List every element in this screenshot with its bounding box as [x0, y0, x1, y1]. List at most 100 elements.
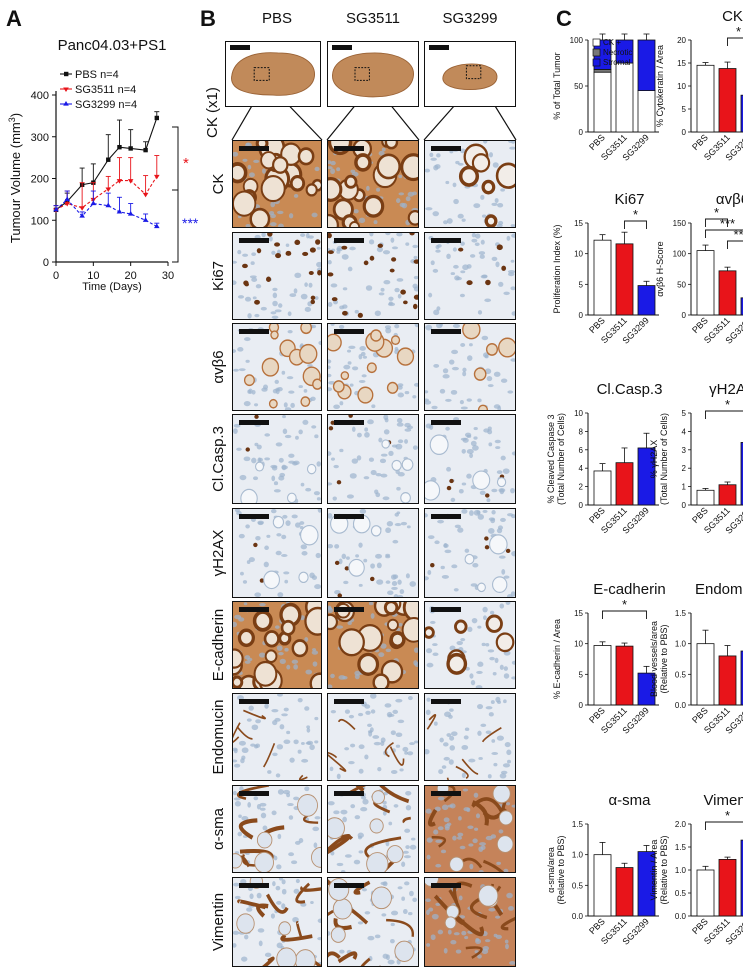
casp3-y-tick-label-8: 8 [579, 427, 584, 436]
tile-sma-sg3511 [327, 785, 419, 873]
tile-ck-sg3511 [327, 140, 419, 228]
row-label-ki67: Ki67 [210, 260, 227, 292]
tile-cl-casp-3-sg3511 [327, 414, 419, 504]
scale-bar [334, 514, 364, 519]
scale-bar [239, 329, 269, 334]
scale-bar [239, 146, 269, 151]
scale-bar [334, 699, 364, 704]
avb6-y-tick-label-50: 50 [677, 280, 686, 289]
tissue-texture [233, 233, 321, 319]
tissue-texture [328, 602, 418, 688]
a-series-sg3511-n-4-point [116, 179, 123, 184]
total-tumor-y-tick-label-0: 0 [579, 128, 584, 137]
vimentin-y-axis-label-0: Vimentin / Area [649, 840, 659, 901]
tile-h2ax-sg3511 [327, 508, 419, 598]
vimentin-y-tick-label-2-0: 2.0 [675, 820, 687, 829]
ck-y-tick-label-5: 5 [682, 105, 687, 114]
tissue-texture [233, 415, 321, 503]
ck-sig-bracket-0 [727, 37, 743, 46]
total-tumor-bar-pbs-necrotic [593, 69, 612, 73]
overview-tissue-shape [332, 52, 414, 98]
tile-vimentin-sg3299 [424, 877, 516, 967]
a-x-tick-label-0: 0 [53, 270, 59, 282]
a-y-tick-label-100: 100 [31, 215, 49, 227]
chart-endomucin: Endomucin 0.0 0.5 1.0 1.5 Blood vessels/area(… [649, 581, 743, 736]
ecad-y-tick-label-15: 15 [574, 609, 583, 618]
casp3-y-tick-label-0: 0 [579, 501, 584, 510]
endomucin-y-tick-label-1-5: 1.5 [675, 609, 687, 618]
h2ax-y-tick-label-3: 3 [682, 446, 687, 455]
tissue-texture [233, 694, 321, 780]
vimentin-y-tick-label-0-0: 0.0 [675, 912, 687, 921]
ck-y-tick-label-20: 20 [677, 36, 686, 45]
a-series-sg3511-n-4 [53, 155, 160, 213]
tile-sma-pbs [232, 785, 322, 873]
ki67-bar-sg3511 [615, 243, 634, 316]
ki67-y-axis-label-0: Proliferation Index (%) [552, 224, 562, 313]
vimentin-sig-label-0: * [725, 808, 730, 823]
vimentin-y-axis-label-1: (Relative to PBS) [659, 835, 669, 904]
tile-ck-pbs [232, 140, 322, 228]
a-sig-red: * [183, 155, 189, 172]
tile-e-cadherin-pbs [232, 601, 322, 689]
ecad-y-tick-label-5: 5 [579, 670, 584, 679]
a-sig-blue: *** [182, 215, 199, 231]
ki67-sig-label-0: * [633, 207, 638, 222]
tissue-texture [425, 602, 515, 688]
column-header-sg3511: SG3511 [346, 10, 400, 27]
ecad-y-tick-label-0: 0 [579, 701, 584, 710]
total-tumor-bar-sg3299-stromal [637, 39, 656, 91]
tissue-texture [328, 694, 418, 780]
tissue-texture [328, 324, 418, 410]
total-tumor-legend-label-stromal: Stromal [603, 58, 631, 67]
h2ax-bar-sg3511 [718, 484, 737, 506]
ck-bar-sg3299 [740, 94, 743, 133]
endomucin-bar-sg3511 [718, 655, 737, 706]
a-y-tick-label-0: 0 [43, 257, 49, 269]
tile-h2ax-pbs [232, 508, 322, 598]
scale-bar [239, 607, 269, 612]
tissue-texture [425, 233, 515, 319]
tile-ki67-sg3511 [327, 232, 419, 320]
ck-bar-sg3511 [718, 68, 737, 133]
h2ax-y-axis-label-0: % γH2AX [649, 440, 659, 479]
casp3-y-tick-label-4: 4 [579, 464, 584, 473]
scale-bar [239, 883, 269, 888]
h2ax-y-axis-label-1: (Total Number of Cells) [659, 413, 669, 505]
tissue-texture [233, 324, 321, 410]
ecad-bar-sg3511 [615, 645, 634, 706]
scale-bar [431, 791, 461, 796]
endomucin-y-axis-label-1: (Relative to PBS) [659, 624, 669, 693]
overview-tissue [332, 52, 414, 98]
vimentin-bar-sg3511 [718, 859, 737, 917]
panel-label-c: C [556, 6, 572, 31]
tissue-texture [233, 141, 321, 227]
ck-bar-pbs [696, 64, 715, 133]
scale-bar [431, 514, 461, 519]
tissue-texture [328, 786, 418, 872]
asma-bar-sg3511 [615, 867, 634, 917]
asma-y-axis-label-0: α-sma/area [546, 847, 556, 893]
endomucin-y-tick-label-1-0: 1.0 [675, 640, 687, 649]
vimentin-bar-pbs [696, 869, 715, 917]
a-legend-label-1: SG3511 n=4 [75, 84, 136, 96]
a-series-sg3299-n-4-point [64, 196, 70, 201]
chart-asma: α-sma 0.0 0.5 1.0 1.5 α-sma/area (Relative to … [546, 792, 659, 947]
scale-bar [334, 238, 364, 243]
overview-section-sg3299 [424, 41, 516, 107]
scale-bar [431, 146, 461, 151]
total-tumor-legend-swatch-2 [592, 58, 601, 67]
overview-label: CK (x1) [204, 87, 221, 138]
tile-cl-casp-3-pbs [232, 414, 322, 504]
avb6-bar-sg3299 [740, 297, 743, 316]
casp3-y-axis-label-1: (Total Number of Cells) [556, 413, 566, 505]
tile-v-6-sg3299 [424, 323, 516, 411]
a-series-pbs-n-4-point [143, 147, 148, 153]
a-x-tick-label-10: 10 [87, 270, 99, 282]
tissue-texture [425, 509, 515, 597]
a-series-sg3511-n-4-point [64, 202, 70, 207]
scale-bar [334, 883, 364, 888]
chart-vimentin: Vimentin 0.0 0.5 1.0 1.5 2.0 Vimentin / Area(R… [649, 792, 743, 947]
